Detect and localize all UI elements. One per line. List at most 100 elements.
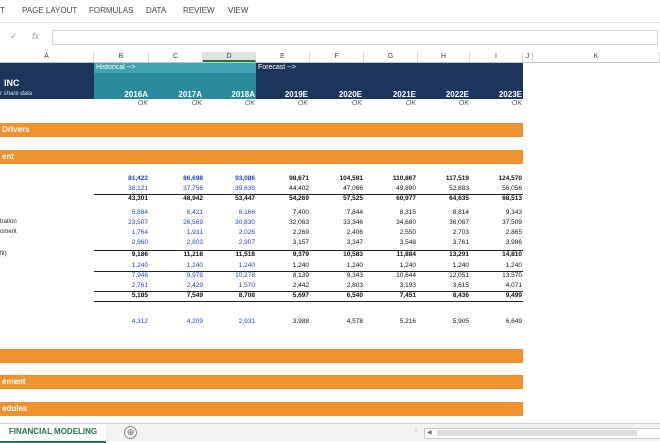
table-cell[interactable]: 117,519 [445, 175, 469, 182]
table-cell[interactable]: 1,240 [131, 262, 148, 269]
scroll-left-icon[interactable]: ◀ [427, 430, 432, 436]
column-header-g[interactable]: G [364, 52, 418, 62]
table-cell[interactable]: 104,591 [339, 175, 364, 182]
table-cell[interactable]: 4,312 [131, 318, 148, 325]
table-cell[interactable]: 5,905 [452, 318, 469, 325]
table-cell[interactable]: 57,525 [343, 195, 363, 202]
table-cell[interactable]: 11,518 [235, 251, 255, 258]
table-cell[interactable]: 81,422 [128, 175, 148, 182]
table-cell[interactable]: 3,548 [399, 239, 416, 246]
table-cell[interactable]: 2,803 [186, 239, 203, 246]
table-cell[interactable]: 36,067 [449, 219, 469, 226]
table-cell[interactable]: 68,513 [502, 195, 522, 202]
table-cell[interactable]: 56,056 [502, 185, 522, 192]
table-cell[interactable]: 49,890 [396, 185, 416, 192]
table-cell[interactable]: 2,931 [238, 318, 255, 325]
table-cell[interactable]: 2,406 [346, 229, 363, 236]
table-cell[interactable]: 10,644 [396, 272, 416, 279]
table-cell[interactable]: 33,346 [343, 219, 363, 226]
sheet-tab-financial-modeling[interactable]: FINANCIAL MODELING [0, 424, 106, 443]
table-cell[interactable]: 1,240 [452, 262, 469, 269]
table-cell[interactable]: 26,569 [183, 219, 203, 226]
table-cell[interactable]: 1,240 [399, 262, 416, 269]
table-cell[interactable]: 53,447 [235, 195, 255, 202]
table-cell[interactable]: 38,121 [128, 185, 148, 192]
table-cell[interactable]: 54,269 [289, 195, 309, 202]
table-cell[interactable]: 9,379 [292, 251, 309, 258]
ribbon-tab-view[interactable]: VIEW [228, 6, 249, 15]
table-cell[interactable]: 6,540 [346, 292, 363, 299]
table-cell[interactable]: 4,071 [505, 282, 522, 289]
table-cell[interactable]: 9,343 [505, 209, 522, 216]
table-cell[interactable]: 9,343 [346, 272, 363, 279]
table-cell[interactable]: 2,026 [238, 229, 255, 236]
table-cell[interactable]: 3,761 [452, 239, 469, 246]
tab-splitter-icon[interactable]: ⋮ [412, 427, 420, 436]
table-cell[interactable]: 60,977 [396, 195, 416, 202]
column-header-k[interactable]: K [533, 52, 660, 62]
table-cell[interactable]: 3,988 [292, 318, 309, 325]
table-cell[interactable]: 3,347 [346, 239, 363, 246]
table-cell[interactable]: 10,583 [343, 251, 363, 258]
table-cell[interactable]: 2,550 [399, 229, 416, 236]
column-header-c[interactable]: C [149, 52, 203, 62]
table-cell[interactable]: 8,139 [292, 272, 309, 279]
table-cell[interactable]: 14,810 [502, 251, 522, 258]
table-cell[interactable]: 7,549 [186, 292, 203, 299]
table-cell[interactable]: 37,756 [183, 185, 203, 192]
table-cell[interactable]: 10,278 [235, 272, 255, 279]
table-cell[interactable]: 7,844 [346, 209, 363, 216]
table-cell[interactable]: 52,883 [449, 185, 469, 192]
table-cell[interactable]: 1,240 [238, 262, 255, 269]
table-cell[interactable]: 4,578 [346, 318, 363, 325]
table-cell[interactable]: 1,240 [186, 262, 203, 269]
table-cell[interactable]: 44,402 [289, 185, 309, 192]
table-cell[interactable]: 30,830 [235, 219, 255, 226]
table-cell[interactable]: 47,066 [343, 185, 363, 192]
column-header-i[interactable]: I [470, 52, 523, 62]
table-cell[interactable]: 34,680 [396, 219, 416, 226]
function-icon[interactable]: fx [32, 31, 40, 41]
table-cell[interactable]: 5,185 [131, 292, 148, 299]
table-cell[interactable]: 32,063 [289, 219, 309, 226]
table-cell[interactable]: 11,218 [183, 251, 203, 258]
table-cell[interactable]: 13,570 [502, 272, 522, 279]
table-cell[interactable]: 3,615 [452, 282, 469, 289]
table-cell[interactable]: 1,240 [346, 262, 363, 269]
table-cell[interactable]: 2,865 [505, 229, 522, 236]
table-cell[interactable]: 2,703 [452, 229, 469, 236]
table-cell[interactable]: 2,761 [131, 282, 148, 289]
column-header-e[interactable]: E [256, 52, 310, 62]
table-cell[interactable]: 9,499 [505, 292, 522, 299]
table-cell[interactable]: 2,803 [346, 282, 363, 289]
table-cell[interactable]: 6,421 [186, 209, 203, 216]
table-cell[interactable]: 39,639 [235, 185, 255, 192]
table-cell[interactable]: 11,884 [396, 251, 416, 258]
table-cell[interactable]: 4,209 [186, 318, 203, 325]
check-icon[interactable]: ✓ [10, 31, 18, 41]
table-cell[interactable]: 8,814 [452, 209, 469, 216]
column-header-f[interactable]: F [310, 52, 364, 62]
table-cell[interactable]: 12,051 [449, 272, 469, 279]
table-cell[interactable]: 98,671 [289, 175, 309, 182]
table-cell[interactable]: 8,315 [399, 209, 416, 216]
table-cell[interactable]: 37,509 [502, 219, 522, 226]
table-cell[interactable]: 13,291 [449, 251, 469, 258]
table-cell[interactable]: 124,570 [498, 175, 523, 182]
table-cell[interactable]: 8,436 [452, 292, 469, 299]
ribbon-tab-data[interactable]: DATA [146, 6, 167, 15]
column-header-a[interactable]: A [0, 52, 94, 62]
table-cell[interactable]: 8,708 [238, 292, 255, 299]
table-cell[interactable]: 9,186 [131, 251, 148, 258]
table-cell[interactable]: 7,451 [399, 292, 416, 299]
table-cell[interactable]: 2,960 [131, 239, 148, 246]
table-cell[interactable]: 1,240 [292, 262, 309, 269]
table-cell[interactable]: 93,086 [235, 175, 255, 182]
column-header-j[interactable]: J [523, 52, 533, 62]
spreadsheet-grid[interactable]: Historical --> Forecast --> INC r share … [0, 63, 660, 423]
table-cell[interactable]: 7,400 [292, 209, 309, 216]
column-header-h[interactable]: H [418, 52, 470, 62]
table-cell[interactable]: 2,429 [186, 282, 203, 289]
table-cell[interactable]: 2,442 [292, 282, 309, 289]
table-cell[interactable]: 5,216 [399, 318, 416, 325]
